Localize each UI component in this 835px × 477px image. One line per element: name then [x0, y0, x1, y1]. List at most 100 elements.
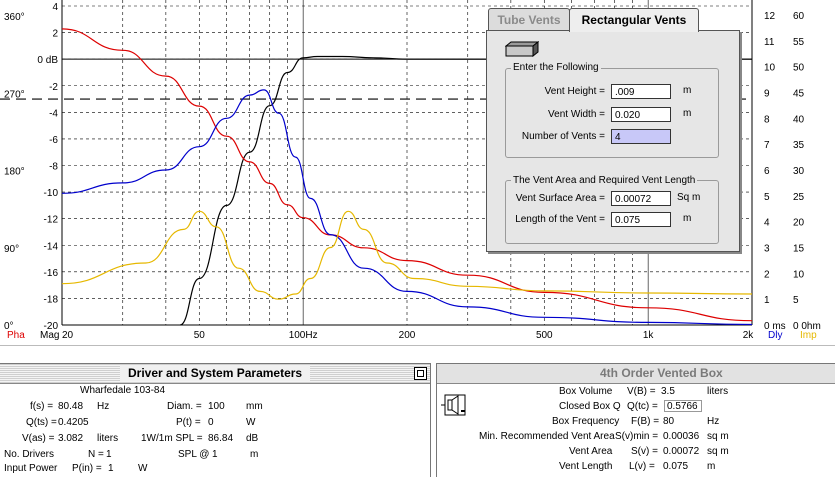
x-tick-label: 200 — [399, 330, 416, 341]
vb-unit: liters — [707, 386, 729, 397]
dly-tick-label: 6 — [764, 166, 770, 177]
mag-tick-label: 0 dB — [37, 55, 58, 66]
svmin-unit: sq m — [707, 431, 729, 442]
box-frequency-label: Box Frequency — [552, 416, 620, 427]
box-volume-label: Box Volume — [559, 386, 613, 397]
pin-label: P(in) = — [72, 463, 102, 474]
min-vent-area-label: Min. Recommended Vent Area — [479, 431, 615, 442]
imp-tick-label: 30 — [793, 166, 805, 177]
driver-panel-title: Driver and System Parameters — [120, 365, 311, 381]
num-vents-field[interactable]: 4 — [611, 129, 671, 144]
qts-label: Q(ts) = — [26, 417, 57, 428]
zoom-box-icon[interactable] — [414, 367, 427, 380]
spl-at-label: SPL @ — [178, 449, 210, 460]
series-line-3 — [61, 89, 753, 326]
vent-width-unit: m — [683, 108, 692, 119]
pin-unit: W — [138, 463, 148, 474]
driver-name: Wharfedale 103-84 — [80, 385, 166, 396]
imp-axis-label: Imp — [800, 330, 817, 341]
pt-value[interactable]: 0 — [208, 417, 214, 428]
dly-axis-label: Dly — [768, 330, 782, 341]
vent-length-result-label: Vent Length — [559, 461, 613, 472]
vent-width-field[interactable]: 0.020 — [611, 107, 671, 122]
vent-icon — [505, 41, 539, 57]
svmin-label: S(v)min = — [615, 431, 659, 442]
vb-value[interactable]: 3.5 — [661, 386, 675, 397]
phase-axis-label: Pha — [7, 330, 25, 341]
mag-tick-label: -2 — [49, 82, 58, 93]
vas-unit: liters — [97, 433, 119, 444]
mag-tick-label: -6 — [49, 135, 58, 146]
driver-panel-titlebar: Driver and System Parameters — [0, 364, 430, 384]
imp-tick-label: 45 — [793, 89, 805, 100]
speaker-box-icon — [441, 394, 466, 416]
dly-tick-label: 7 — [764, 140, 770, 151]
vb-label: V(B) = — [627, 386, 656, 397]
imp-tick-label: 50 — [793, 63, 805, 74]
imp-tick-label: 20 — [793, 218, 805, 229]
separator-strip — [0, 345, 835, 364]
tab-tube-vents[interactable]: Tube Vents — [488, 8, 570, 31]
diam-label: Diam. = — [167, 401, 202, 412]
tab-rectangular-vents[interactable]: Rectangular Vents — [569, 8, 699, 32]
phase-tick-label: 360° — [4, 12, 25, 23]
n-label: N = — [88, 449, 104, 460]
x-tick-label: 500 — [536, 330, 553, 341]
mag-tick-label: -14 — [44, 241, 59, 252]
fb-value[interactable]: 80 — [663, 416, 675, 427]
spl-at-value[interactable]: 1 — [212, 449, 218, 460]
closed-q-label: Closed Box Q — [559, 401, 621, 412]
pt-label: P(t) = — [176, 417, 201, 428]
x-tick-label: 50 — [194, 330, 206, 341]
imp-tick-label: 40 — [793, 114, 805, 125]
dly-tick-label: 4 — [764, 218, 770, 229]
vented-box-titlebar: 4th Order Vented Box — [437, 364, 835, 384]
lv-value: 0.075 — [663, 461, 689, 472]
mag-tick-label: -10 — [44, 188, 59, 199]
dialog-body: Enter the Following Vent Height = .009 m… — [486, 30, 740, 252]
qtc-label: Q(tc) = — [627, 401, 658, 412]
mag-tick-label: -8 — [49, 162, 58, 173]
sv-value: 0.00072 — [663, 446, 700, 457]
input-group — [505, 68, 719, 158]
fs-value[interactable]: 80.48 — [58, 401, 84, 412]
dly-tick-label: 9 — [764, 89, 770, 100]
dly-tick-label: 1 — [764, 295, 770, 306]
vent-length-unit: m — [683, 213, 692, 224]
imp-tick-label: 35 — [793, 140, 805, 151]
n-value[interactable]: 1 — [106, 449, 112, 460]
imp-tick-label: 55 — [793, 37, 805, 48]
dly-tick-label: 12 — [764, 11, 776, 22]
vent-height-field[interactable]: .009 — [611, 84, 671, 99]
vent-height-label: Vent Height = — [544, 86, 605, 97]
mag-tick-label: -16 — [44, 268, 59, 279]
phase-tick-label: 270° — [4, 89, 25, 100]
num-vents-label: Number of Vents = — [521, 131, 605, 142]
input-power-label: Input Power — [4, 463, 58, 474]
mag-tick-label: -20 — [44, 321, 59, 332]
qts-value[interactable]: 0.4205 — [58, 417, 89, 428]
vent-length-field[interactable]: 0.075 — [611, 212, 671, 227]
imp-tick-label: 10 — [793, 269, 805, 280]
imp-tick-label: 0 0hm — [793, 321, 821, 332]
phase-tick-label: 180° — [4, 167, 25, 178]
qtc-value[interactable]: 0.5766 — [664, 400, 702, 412]
phase-tick-label: 90° — [4, 244, 19, 255]
no-drivers-label: No. Drivers — [4, 449, 55, 460]
mag-tick-label: 2 — [52, 29, 58, 40]
mag-axis-label: Mag — [40, 330, 59, 341]
vas-value[interactable]: 3.082 — [58, 433, 84, 444]
mag-tick-label: -18 — [44, 294, 59, 305]
sv-unit: sq m — [707, 446, 729, 457]
dly-tick-label: 3 — [764, 244, 770, 255]
dly-tick-label: 5 — [764, 192, 770, 203]
series-line-4 — [61, 210, 753, 300]
spl-at-unit: m — [250, 449, 259, 460]
diam-value[interactable]: 100 — [208, 401, 225, 412]
dly-tick-label: 11 — [764, 37, 775, 48]
x-tick-label: 2k — [743, 330, 755, 341]
vent-dialog: Tube Vents Rectangular Vents Enter the F… — [486, 8, 740, 252]
pt-unit: W — [246, 417, 256, 428]
pin-value[interactable]: 1 — [108, 463, 114, 474]
surface-area-field[interactable]: 0.00072 — [611, 191, 671, 206]
